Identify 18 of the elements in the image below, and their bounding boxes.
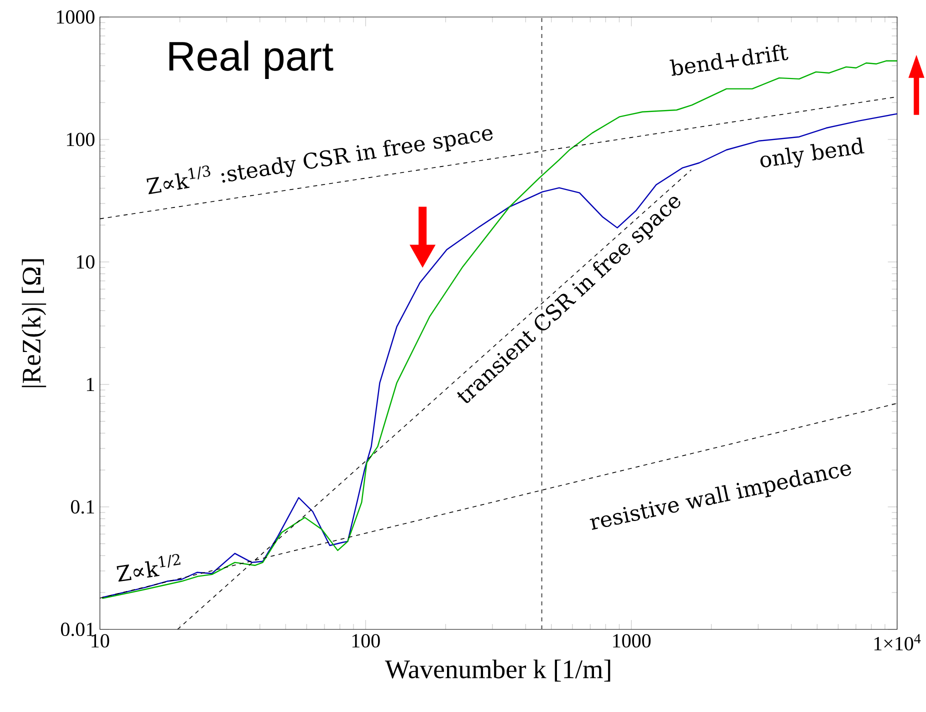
- text: Z∝k$^{1/3}$ :steady CSR in free space: [146, 129, 493, 194]
- y-tick-label: 0.1: [70, 500, 94, 514]
- x-axis-title: Wavenumber k [1/m]: [384, 659, 610, 682]
- text: bend+drift: [670, 44, 788, 76]
- x-tick-label: 1×10$^{4}$: [874, 634, 921, 650]
- x-tick-label: 10: [92, 634, 110, 648]
- y-axis-title: |ReZ(k)| [Ω]: [22, 259, 46, 387]
- y-tick-label: 1: [86, 378, 94, 391]
- text: only bend: [760, 137, 864, 168]
- y-tick-label: 0.01: [60, 622, 94, 636]
- annotation: Z∝k$^{1/2}$: [116, 554, 180, 582]
- y-tick-label: 1000: [56, 10, 94, 24]
- x-tick-label: 1000: [613, 634, 651, 648]
- y-tick-label: 100: [66, 132, 94, 146]
- y-tick-label: 10: [76, 255, 94, 269]
- x-tick-label: 100: [352, 634, 380, 648]
- text: resistive wall impedance: [590, 464, 852, 530]
- text: Real part: [169, 40, 334, 79]
